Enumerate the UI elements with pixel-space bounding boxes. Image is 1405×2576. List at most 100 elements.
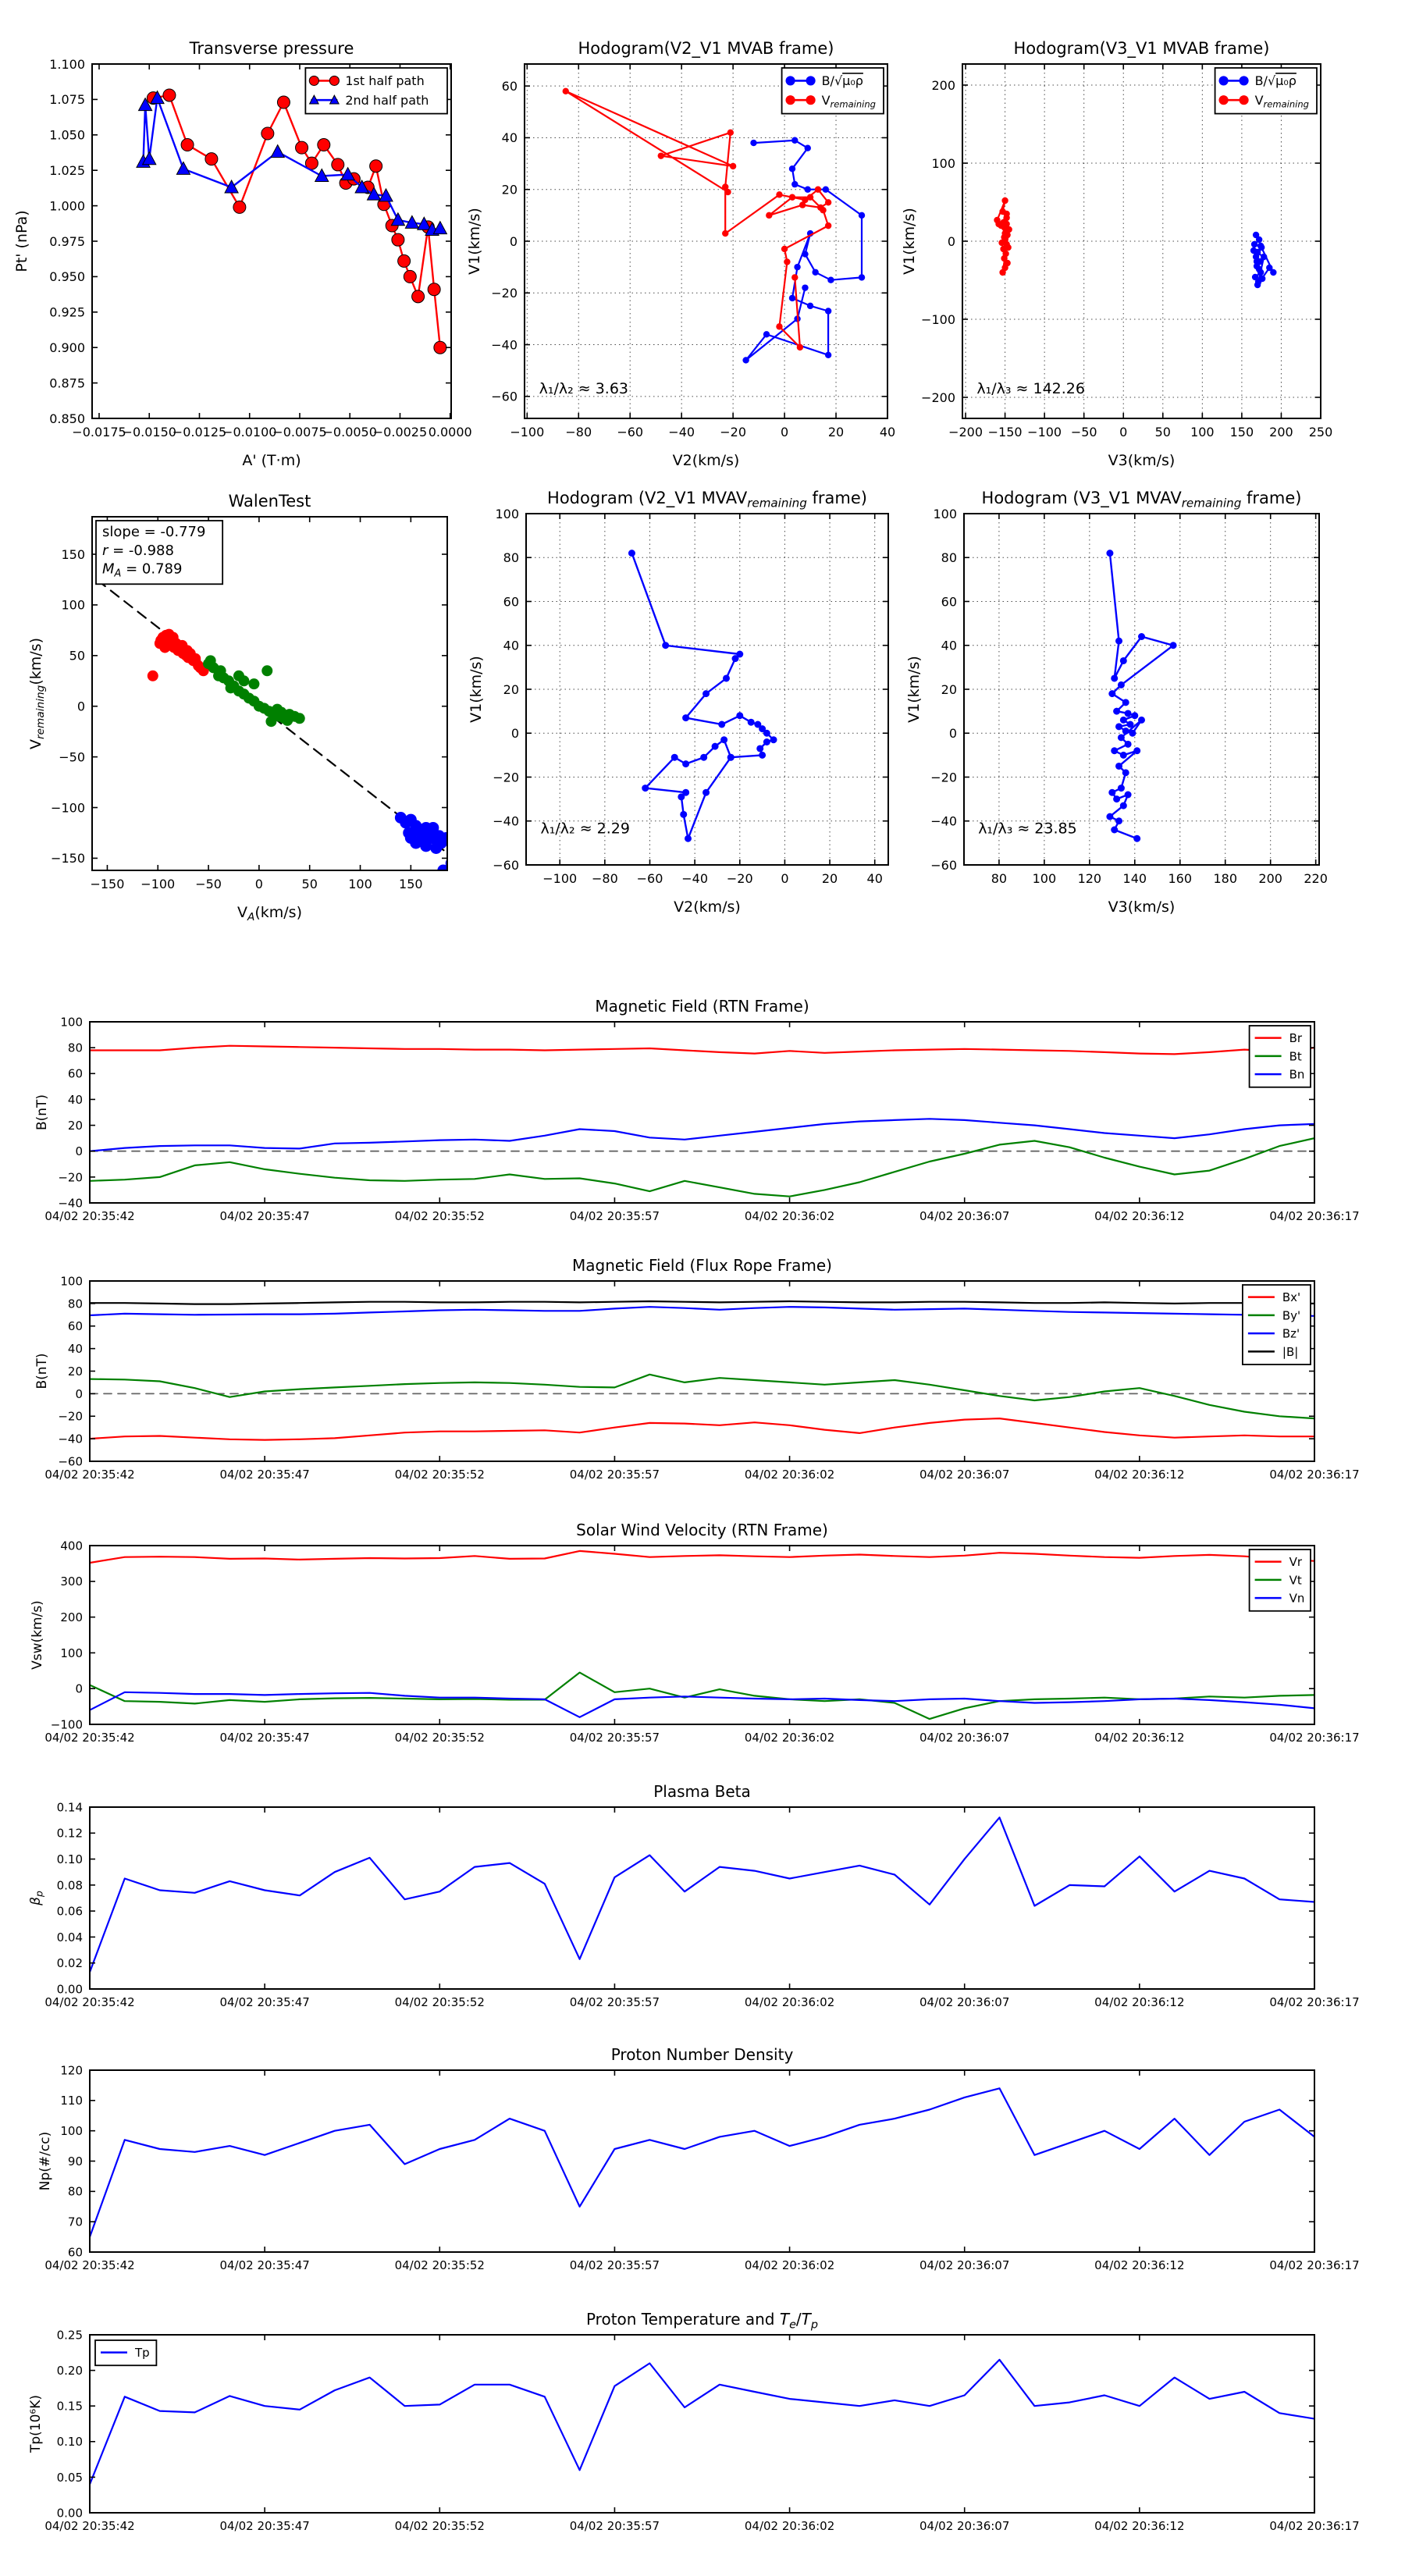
marker-circle xyxy=(799,201,806,208)
x-tick-label: 04/02 20:35:42 xyxy=(44,1468,134,1482)
chart-hodogram-v2v1-mvab: −100 −80 −60 −40 −20 0 20 40 −60 −40 −20 0 20 40 60 Hod… xyxy=(466,39,895,469)
marker-circle xyxy=(702,788,710,796)
marker-circle xyxy=(642,785,649,792)
marker-circle xyxy=(1131,712,1139,720)
series-Vn xyxy=(90,1691,1314,1718)
y-tick-label: −20 xyxy=(930,770,957,785)
x-tick-label: −100 xyxy=(542,871,577,886)
legend-label: Bt xyxy=(1289,1049,1302,1063)
chart-title: Hodogram (V2_V1 MVAVremaining frame) xyxy=(547,489,867,511)
marker-circle xyxy=(700,753,708,761)
marker-triangle xyxy=(354,179,370,194)
series-beta xyxy=(90,1816,1314,1973)
x-tick-label: 100 xyxy=(1033,871,1057,886)
y-tick-label: −20 xyxy=(58,1170,83,1184)
marker-circle xyxy=(781,245,788,253)
x-tick-label: 04/02 20:36:07 xyxy=(919,1209,1009,1223)
y-tick-label: 0 xyxy=(75,1387,83,1401)
stats-line: r = -0.988 xyxy=(102,543,174,559)
y-tick-label: −100 xyxy=(51,800,85,815)
x-tick-label: −40 xyxy=(668,425,695,439)
marker-circle xyxy=(163,628,175,640)
marker-circle xyxy=(238,675,250,687)
x-tick-label: 180 xyxy=(1213,871,1237,886)
x-tick-label: 0 xyxy=(781,871,788,886)
series-Vt xyxy=(90,1671,1314,1720)
x-tick-label: 04/02 20:36:02 xyxy=(745,2258,834,2272)
x-tick-label: 04/02 20:35:57 xyxy=(570,2258,660,2272)
x-tick-label: 0 xyxy=(255,877,263,891)
y-tick-label: 100 xyxy=(931,156,955,171)
legend-label: 1st half path xyxy=(345,73,424,88)
marker-circle xyxy=(820,207,827,214)
legend-label: B/√μ₀ρ xyxy=(1255,73,1297,88)
y-tick-label: 1.050 xyxy=(49,128,85,143)
x-tick-label: −0.0050 xyxy=(323,425,377,439)
y-tick-label: 40 xyxy=(503,639,519,653)
marker-circle xyxy=(722,229,729,237)
x-tick-label: 04/02 20:35:57 xyxy=(570,1995,660,2009)
marker-circle xyxy=(265,716,277,728)
marker-circle xyxy=(802,251,809,258)
axes-frame xyxy=(89,1806,1315,1990)
marker-circle xyxy=(727,129,735,137)
marker-circle xyxy=(1254,281,1261,289)
y-tick-label: 60 xyxy=(502,79,518,94)
y-tick-label: 60 xyxy=(68,2245,83,2259)
marker-circle xyxy=(304,156,318,170)
x-tick-label: 04/02 20:35:52 xyxy=(395,1209,485,1223)
marker-circle xyxy=(261,665,273,677)
y-axis-label: B(nT) xyxy=(34,1094,50,1130)
x-tick-label: −50 xyxy=(1071,425,1097,439)
axes-frame xyxy=(962,63,1321,419)
marker-circle xyxy=(802,196,809,204)
x-tick-label: 250 xyxy=(1309,425,1333,439)
marker-circle xyxy=(766,212,773,219)
y-tick-label: 100 xyxy=(60,1274,83,1288)
x-tick-label: 150 xyxy=(399,877,423,891)
series-V-remaining-hodogram xyxy=(564,90,830,348)
y-tick-label: 70 xyxy=(68,2215,83,2229)
marker-circle xyxy=(794,263,801,271)
marker-circle xyxy=(756,745,764,753)
marker-circle xyxy=(427,283,441,297)
y-tick-label: −200 xyxy=(921,390,955,405)
y-tick-label: 0.25 xyxy=(57,2328,83,2342)
marker-circle xyxy=(736,712,744,720)
y-tick-label: −150 xyxy=(51,851,85,866)
series-Vr xyxy=(90,1550,1314,1564)
y-tick-label: −60 xyxy=(491,390,518,404)
series-Bn xyxy=(90,1118,1314,1152)
x-axis-label: A' (T·m) xyxy=(242,452,301,469)
x-tick-label: 04/02 20:35:42 xyxy=(44,1995,134,2009)
x-tick-label: 20 xyxy=(828,425,844,439)
y-tick-label: 60 xyxy=(68,1319,83,1333)
y-tick-label: −20 xyxy=(493,770,519,785)
y-tick-label: 0 xyxy=(949,726,957,741)
y-tick-label: 80 xyxy=(68,1297,83,1311)
marker-circle xyxy=(411,290,425,304)
marker-circle xyxy=(205,655,216,667)
marker-circle xyxy=(763,738,770,745)
x-tick-label: 04/02 20:36:02 xyxy=(745,1995,834,2009)
legend-label: Tp xyxy=(134,2346,150,2360)
marker-triangle xyxy=(390,212,406,226)
x-tick-label: −0.0075 xyxy=(272,425,326,439)
y-tick-label: 1.000 xyxy=(49,198,85,213)
marker-circle xyxy=(682,760,690,768)
x-tick-label: 04/02 20:36:02 xyxy=(745,2519,834,2533)
marker-circle xyxy=(1138,716,1145,724)
marker-circle xyxy=(440,831,447,844)
y-tick-label: −100 xyxy=(51,1717,83,1731)
marker-circle xyxy=(1106,813,1114,820)
marker-circle xyxy=(1117,785,1125,792)
x-tick-label: 04/02 20:35:47 xyxy=(219,2519,309,2533)
x-tick-label: 04/02 20:36:02 xyxy=(745,1731,834,1745)
marker-circle xyxy=(1261,253,1268,261)
marker-circle xyxy=(155,635,167,646)
x-tick-label: −60 xyxy=(617,425,643,439)
marker-circle xyxy=(1119,656,1127,664)
marker-circle xyxy=(1117,681,1125,688)
marker-circle xyxy=(718,720,726,728)
y-tick-label: −50 xyxy=(59,749,85,764)
